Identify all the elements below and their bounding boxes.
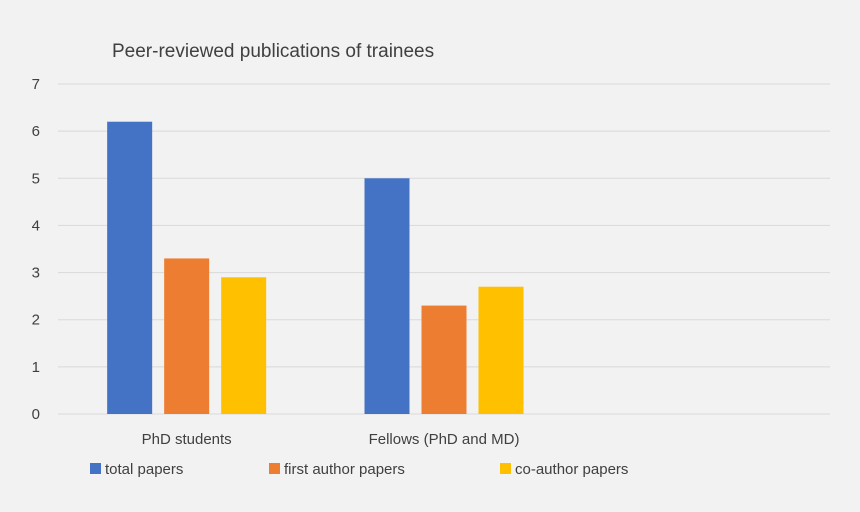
legend-swatch: [500, 463, 511, 474]
legend-label: co-author papers: [515, 461, 628, 478]
legend-label: first author papers: [284, 461, 405, 478]
bar-0-1: [364, 178, 410, 414]
bars: [107, 121, 524, 414]
y-tick-label: 5: [32, 170, 40, 187]
y-tick-label: 1: [32, 359, 40, 376]
bar-2-0: [221, 277, 267, 414]
legend-swatch: [90, 463, 101, 474]
legend-swatch: [269, 463, 280, 474]
y-tick-label: 0: [32, 406, 40, 423]
y-tick-label: 4: [32, 217, 40, 234]
category-labels: PhD students Fellows (PhD and MD): [142, 431, 520, 448]
bar-1-1: [421, 305, 467, 414]
bar-1-0: [164, 258, 210, 414]
y-tick-label: 6: [32, 123, 40, 140]
category-label: PhD students: [142, 431, 232, 448]
legend-label: total papers: [105, 461, 183, 478]
y-tick-label: 3: [32, 265, 40, 282]
y-tick-label: 7: [32, 76, 40, 93]
category-label: Fellows (PhD and MD): [369, 431, 520, 448]
y-axis-tick-labels: 0 1 2 3 4 5 6 7: [32, 76, 40, 423]
bar-0-0: [107, 121, 153, 414]
chart-title: Peer-reviewed publications of trainees: [112, 41, 434, 62]
legend: total papers first author papers co-author…: [90, 461, 628, 478]
bar-2-1: [478, 286, 524, 414]
y-tick-label: 2: [32, 312, 40, 329]
